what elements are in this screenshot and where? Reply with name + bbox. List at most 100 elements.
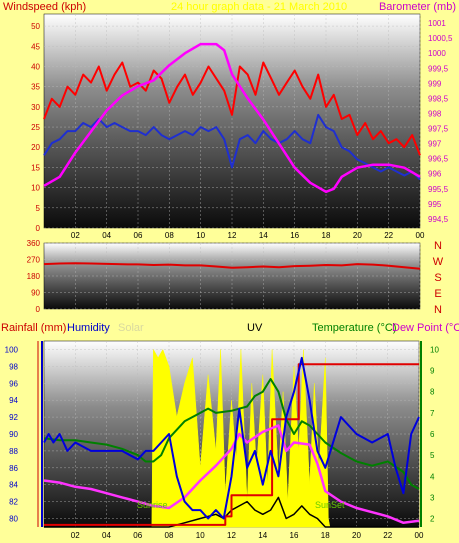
temperature-tick-label: 6 bbox=[430, 430, 435, 439]
x-tick-label: 20 bbox=[353, 231, 362, 240]
humidity-tick-label: 96 bbox=[9, 379, 18, 388]
compass-label: N bbox=[434, 304, 442, 316]
y-tick-label: 15 bbox=[31, 163, 40, 172]
panel-1-series bbox=[43, 42, 421, 194]
temperature-tick-label: 2 bbox=[430, 515, 435, 524]
x-tick-label: 14 bbox=[258, 531, 267, 540]
y-tick-label: 0 bbox=[36, 305, 41, 314]
y2-tick-label: 1000,5 bbox=[428, 34, 453, 43]
uv-legend: UV bbox=[247, 322, 263, 334]
temperature-tick-label: 7 bbox=[430, 409, 435, 418]
sunrise-label: Sunrise bbox=[137, 500, 168, 510]
y-tick-label: 40 bbox=[31, 62, 40, 71]
panel-3-temperature-axis: 2 3 4 5 6 7 8 9 10 bbox=[420, 341, 439, 527]
y2-tick-label: 998,5 bbox=[428, 94, 449, 103]
panel-3-series bbox=[43, 348, 420, 528]
x-tick-label: 22 bbox=[383, 531, 392, 540]
x-tick-label: 18 bbox=[322, 231, 331, 240]
y2-tick-label: 996 bbox=[428, 170, 442, 179]
y-tick-label: 180 bbox=[27, 272, 41, 281]
y2-tick-label: 997,5 bbox=[428, 125, 449, 134]
x-tick-label: 12 bbox=[227, 531, 236, 540]
x-tick-label: 22 bbox=[384, 231, 393, 240]
sunset-label: SunSet bbox=[315, 500, 345, 510]
x-tick-label: 08 bbox=[165, 231, 174, 240]
compass-label: N bbox=[434, 240, 442, 252]
panel-1-plot-area bbox=[43, 13, 421, 229]
x-tick-label: 12 bbox=[228, 231, 237, 240]
compass-label: W bbox=[433, 256, 444, 268]
y2-tick-label: 995,5 bbox=[428, 185, 449, 194]
y2-tick-label: 1001 bbox=[428, 19, 446, 28]
x-tick-label: 04 bbox=[102, 531, 111, 540]
y-tick-label: 30 bbox=[31, 103, 40, 112]
chart-title: 24 hour graph data - 21 March 2010 bbox=[171, 1, 347, 13]
uv-line bbox=[44, 496, 419, 528]
humidity-tick-label: 84 bbox=[9, 481, 18, 490]
rainfall-line bbox=[44, 363, 419, 526]
panel-wind-barometer: 0 5 10 15 20 25 30 35 40 45 50 994,5 995 995,5 996 996… bbox=[3, 1, 456, 240]
temperature-line bbox=[43, 378, 420, 490]
humidity-tick-label: 82 bbox=[9, 498, 18, 507]
wind-direction-line bbox=[43, 262, 421, 270]
x-tick-label: 16 bbox=[290, 231, 299, 240]
windspeed-axis-label: Windspeed (kph) bbox=[3, 1, 86, 13]
humidity-tick-label: 88 bbox=[9, 447, 18, 456]
x-tick-label: 14 bbox=[259, 231, 268, 240]
humidity-tick-label: 80 bbox=[9, 515, 18, 524]
barometer-axis-label: Barometer (mb) bbox=[379, 1, 456, 13]
x-tick-label: 00 bbox=[415, 531, 424, 540]
barometer-line bbox=[43, 42, 421, 194]
x-tick-label: 16 bbox=[290, 531, 299, 540]
y-tick-label: 5 bbox=[36, 204, 41, 213]
y-tick-label: 10 bbox=[31, 184, 40, 193]
y-tick-label: 20 bbox=[31, 143, 40, 152]
temperature-tick-label: 10 bbox=[430, 345, 439, 354]
x-tick-label: 00 bbox=[416, 231, 425, 240]
temperature-tick-label: 3 bbox=[430, 493, 435, 502]
humidity-tick-label: 100 bbox=[5, 345, 19, 354]
humidity-tick-label: 94 bbox=[9, 396, 18, 405]
x-tick-label: 02 bbox=[71, 231, 80, 240]
humidity-line bbox=[43, 356, 420, 520]
x-tick-label: 04 bbox=[102, 231, 111, 240]
panel-1-x-axis: 02 04 06 08 10 12 14 16 18 20 22 00 bbox=[71, 231, 425, 240]
y2-tick-label: 1000 bbox=[428, 49, 446, 58]
wind-speed-line bbox=[43, 61, 421, 156]
humidity-tick-label: 90 bbox=[9, 430, 18, 439]
panel-1-grid bbox=[44, 14, 421, 229]
y-tick-label: 270 bbox=[27, 256, 41, 265]
panel-1-y-axis: 0 5 10 15 20 25 30 35 40 45 50 bbox=[31, 22, 40, 233]
y2-tick-label: 995 bbox=[428, 200, 442, 209]
x-tick-label: 10 bbox=[196, 231, 205, 240]
temperature-tick-label: 5 bbox=[430, 451, 435, 460]
y-tick-label: 50 bbox=[31, 22, 40, 31]
panel-3-x-axis: 02 04 06 08 10 12 14 16 18 20 22 00 bbox=[71, 531, 424, 540]
y-tick-label: 0 bbox=[36, 224, 41, 233]
y-tick-label: 45 bbox=[31, 42, 40, 51]
solar-legend: Solar bbox=[118, 322, 144, 334]
panel-2-series bbox=[43, 262, 421, 270]
compass-label: S bbox=[434, 272, 441, 284]
dew-point-legend: Dew Point (°C) bbox=[392, 322, 459, 334]
temperature-tick-label: 9 bbox=[430, 367, 435, 376]
humidity-tick-label: 98 bbox=[9, 362, 18, 371]
x-tick-label: 06 bbox=[134, 231, 143, 240]
humidity-tick-label: 86 bbox=[9, 464, 18, 473]
y2-tick-label: 996,5 bbox=[428, 155, 449, 164]
solar-area bbox=[44, 348, 419, 528]
x-tick-label: 06 bbox=[133, 531, 142, 540]
y2-tick-label: 999 bbox=[428, 79, 442, 88]
y-tick-label: 35 bbox=[31, 83, 40, 92]
x-tick-label: 08 bbox=[165, 531, 174, 540]
y-tick-label: 25 bbox=[31, 123, 40, 132]
y-tick-label: 360 bbox=[27, 239, 41, 248]
humidity-tick-label: 92 bbox=[9, 413, 18, 422]
panel-2-grid bbox=[44, 242, 421, 310]
x-tick-label: 18 bbox=[321, 531, 330, 540]
y2-tick-label: 994,5 bbox=[428, 215, 449, 224]
